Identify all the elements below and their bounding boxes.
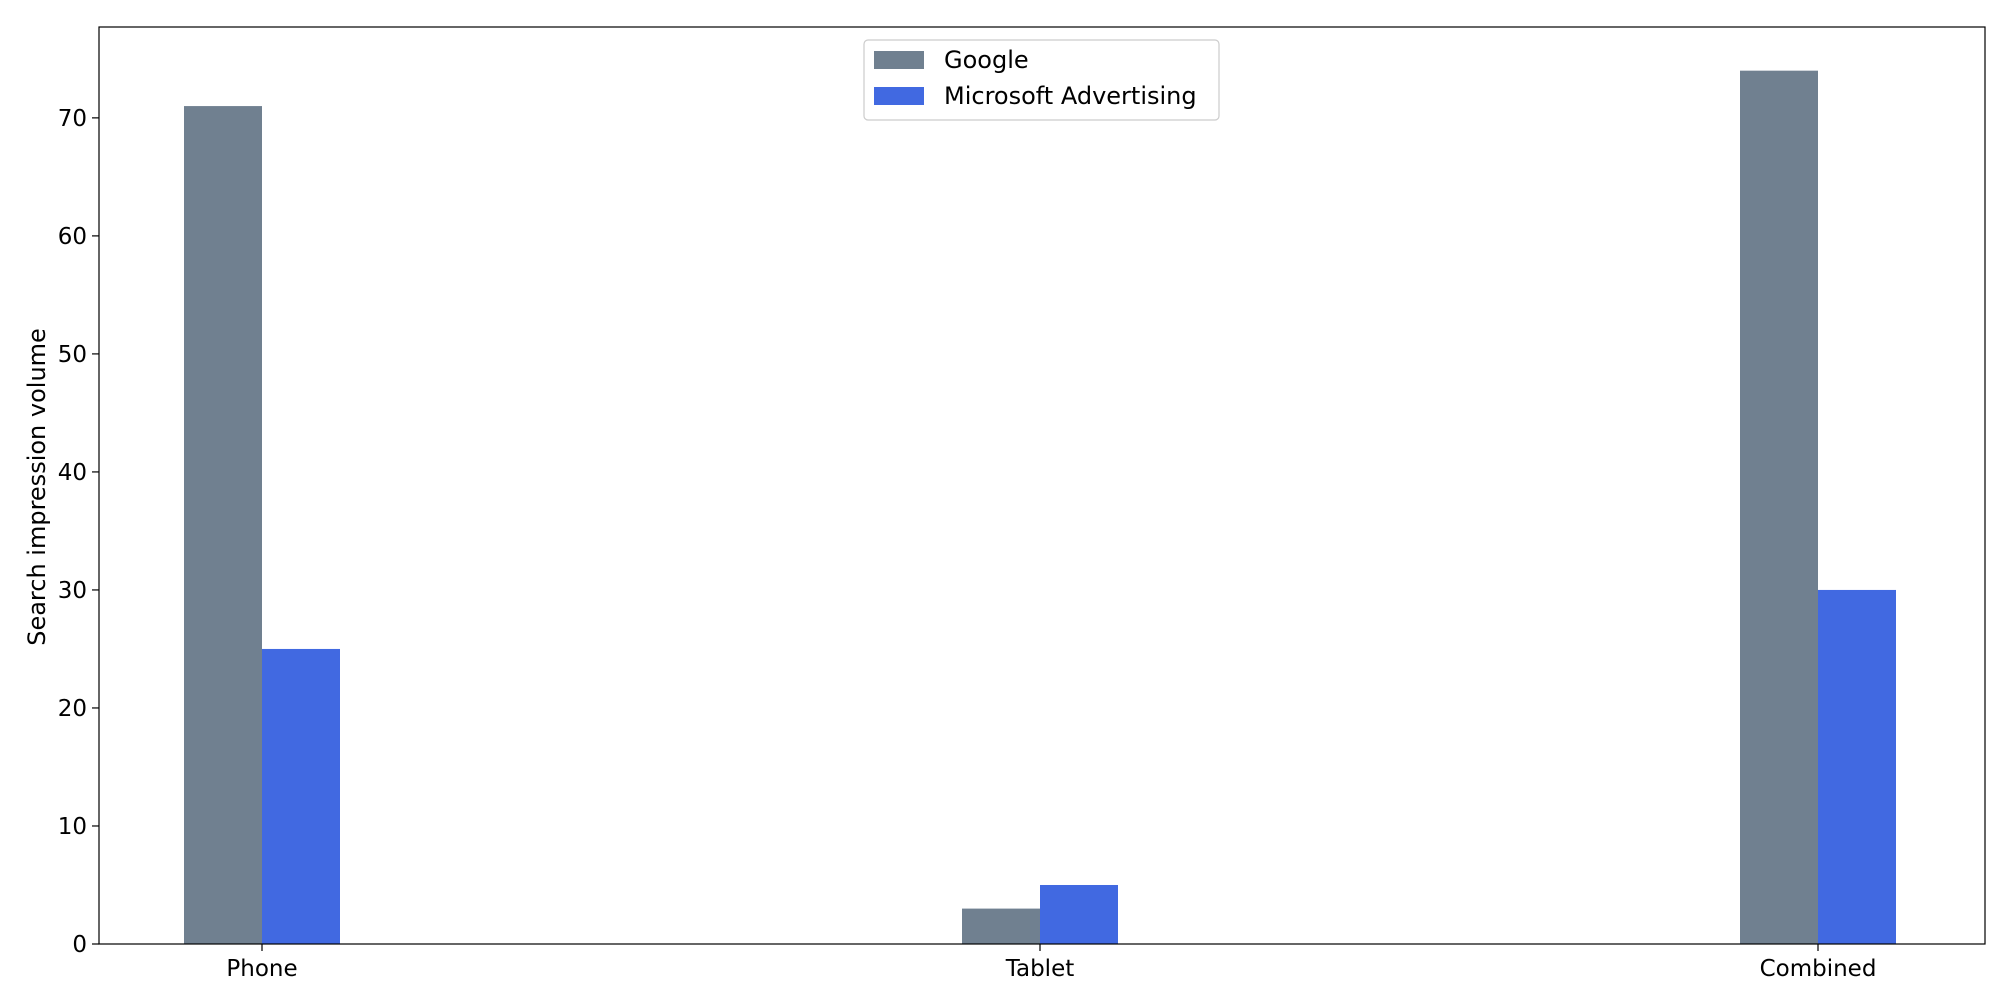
y-tick-label: 10 <box>58 814 87 840</box>
y-axis-label: Search impression volume <box>23 328 51 646</box>
y-axis-ticks: 0 10 20 30 40 50 60 70 <box>58 106 99 958</box>
bar-microsoft-advertising-combined <box>1818 589 1896 944</box>
bar-google-tablet <box>962 908 1040 944</box>
y-tick-label: 20 <box>58 696 87 722</box>
legend-label: Google <box>944 46 1029 74</box>
x-tick-label: Combined <box>1760 956 1877 982</box>
x-tick-label: Phone <box>226 956 297 982</box>
y-tick-label: 70 <box>58 106 87 132</box>
legend-swatch <box>874 51 924 69</box>
y-tick-label: 40 <box>58 460 87 486</box>
legend-box <box>863 39 1220 121</box>
legend-label: Microsoft Advertising <box>944 82 1197 110</box>
y-tick-label: 0 <box>72 932 87 958</box>
bar-microsoft-advertising-phone <box>262 648 340 944</box>
x-tick-label: Tablet <box>1005 956 1075 982</box>
legend-swatch <box>874 87 924 105</box>
y-tick-label: 50 <box>58 342 87 368</box>
bar-google-combined <box>1740 70 1818 944</box>
y-tick-label: 30 <box>58 578 87 604</box>
y-tick-label: 60 <box>58 224 87 250</box>
legend: Google Microsoft Advertising <box>863 39 1220 121</box>
bars-group <box>184 70 1896 944</box>
x-axis-ticks: Phone Tablet Combined <box>226 944 1876 982</box>
plot-area-frame <box>98 26 1986 945</box>
bar-microsoft-advertising-tablet <box>1040 884 1118 944</box>
bar-google-phone <box>184 106 262 944</box>
